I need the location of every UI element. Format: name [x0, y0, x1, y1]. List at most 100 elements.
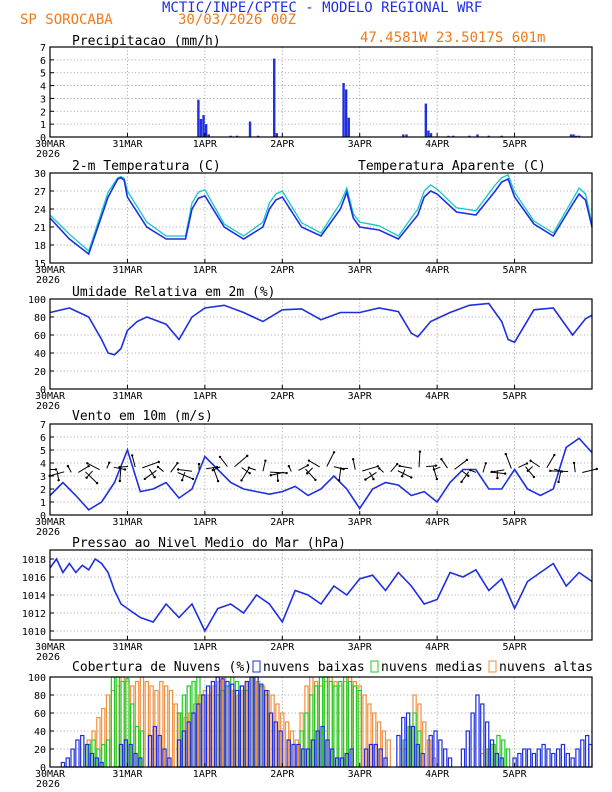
precip-bar: [275, 133, 279, 137]
wind-barb: [87, 462, 100, 471]
y-tick-label: 5: [40, 446, 46, 457]
cloud-bar-nuvens-baixas: [470, 712, 475, 768]
wind-barb-head: [490, 470, 494, 474]
x-tick-label: 1APR: [193, 642, 218, 653]
precip-bar: [569, 134, 573, 137]
pressure-title: Pressao ao Nivel Medio do Mar (hPa): [72, 536, 346, 551]
wind-barb-head: [191, 477, 195, 481]
x-tick-label: 2APR: [270, 769, 295, 780]
y-tick-label: 21: [34, 223, 46, 234]
cloud-bar-nuvens-baixas: [570, 757, 575, 768]
y-tick-label: 1014: [22, 591, 46, 602]
wind-barb-head: [246, 454, 249, 458]
wind-barb-head: [465, 458, 469, 462]
wind-barb-head: [86, 462, 89, 465]
x-tick-label: 1APR: [193, 265, 218, 276]
wind-barb: [326, 452, 335, 467]
wind-barb: [461, 470, 469, 477]
x-tick-label: 30MAR: [35, 139, 66, 150]
wind-barb-head: [572, 461, 576, 465]
x-tick-label: 1APR: [193, 391, 218, 402]
precip-bar: [429, 133, 433, 137]
wind-barb: [241, 468, 250, 481]
precip-bar: [424, 103, 428, 137]
x-tick-label: 31MAR: [112, 265, 143, 276]
wind-barb-head: [469, 468, 472, 472]
cloud-bar-nuvens-baixas: [546, 748, 551, 768]
precip-bar: [229, 135, 232, 137]
wind-barb: [78, 465, 89, 473]
wind-barb-head: [526, 469, 530, 473]
cloud-bar-nuvens-altas: [168, 689, 174, 768]
wind-barb: [113, 466, 126, 471]
x-tick-label: 30MAR: [35, 391, 66, 402]
cloud-bar-nuvens-medias: [105, 739, 111, 768]
x-tick-label: 5APR: [503, 265, 528, 276]
precip-bar: [347, 117, 350, 137]
y-tick-label: 18: [34, 241, 46, 252]
wind-barb-head: [351, 458, 355, 461]
wind-barb: [157, 466, 164, 472]
temp-title: 2-m Temperatura (C): [72, 159, 221, 174]
cloud-bar-nuvens-baixas: [560, 743, 566, 768]
cloud-legend: nuvens baixas nuvens medias nuvens altas: [252, 660, 593, 675]
ticks-layer: 30MAR 31MAR 1APR 2APR 3APR 4APR 5APR2026012345…: [22, 43, 528, 790]
wind-barb-head: [440, 457, 443, 461]
wind-barb-head: [332, 451, 336, 454]
precip-bar: [342, 83, 345, 137]
cloud-bar-nuvens-baixas: [70, 748, 75, 768]
x-tick-label: 5APR: [503, 769, 528, 780]
wind-barb: [352, 459, 356, 470]
x-tick-label: 3APR: [348, 517, 373, 528]
wind-barb-head: [398, 464, 401, 468]
wind-barb-head: [216, 479, 220, 483]
y-tick-label: 4: [40, 82, 46, 93]
x-tick-label: 3APR: [348, 642, 373, 653]
wind-barb-head: [123, 468, 127, 471]
wind-barb-head: [276, 479, 280, 482]
y-tick-label: 1018: [22, 555, 46, 566]
wind-barb-head: [57, 479, 60, 482]
wind-barb: [85, 471, 98, 484]
x-year-label: 2026: [36, 527, 60, 538]
y-tick-label: 15: [34, 259, 46, 270]
wind-barb-head: [532, 475, 536, 479]
cloud-bar-nuvens-baixas: [536, 748, 541, 768]
cloud-bar-nuvens-baixas: [531, 752, 537, 768]
header-title: MCTIC/INPE/CPTEC - MODELO REGIONAL WRF: [162, 0, 482, 16]
y-tick-label: 1012: [22, 609, 46, 620]
cloud-bar-nuvens-baixas: [65, 757, 70, 768]
precip-bar: [235, 135, 239, 137]
x-tick-label: 3APR: [348, 391, 373, 402]
precip-bar: [405, 134, 408, 137]
wind-barb-head: [156, 465, 160, 469]
precip-bar: [199, 119, 203, 137]
y-tick-label: 2: [40, 485, 46, 496]
x-tick-label: 4APR: [425, 642, 450, 653]
x-tick-label: 5APR: [503, 517, 528, 528]
cloud-bar-nuvens-baixas: [555, 748, 561, 768]
x-tick-label: 30MAR: [35, 517, 66, 528]
x-tick-label: 2APR: [270, 517, 295, 528]
precip-bar: [572, 134, 575, 137]
wind-barb-head: [372, 477, 375, 481]
wind-barb-head: [176, 468, 180, 471]
precip-bar: [344, 89, 348, 137]
wind-barb: [119, 466, 122, 482]
y-tick-label: 24: [34, 205, 46, 216]
wind-barb-head: [306, 464, 310, 467]
wind-barb-head: [66, 464, 70, 468]
wind-barb: [399, 465, 413, 469]
panel-frame: [49, 172, 593, 264]
y-tick-label: 0: [40, 385, 46, 396]
precip-bar: [204, 124, 208, 137]
wind-barb-head: [400, 475, 404, 478]
cloud-bar-nuvens-baixas: [522, 748, 527, 768]
legend-mid-label: nuvens medias: [381, 660, 483, 675]
x-tick-label: 2APR: [270, 391, 295, 402]
wind-barb-head: [130, 454, 134, 457]
x-tick-label: 30MAR: [35, 769, 66, 780]
series-line-umidade-relativa: [49, 302, 593, 356]
cloud-bar-nuvens-baixas: [575, 748, 580, 768]
x-tick-label: 3APR: [348, 265, 373, 276]
